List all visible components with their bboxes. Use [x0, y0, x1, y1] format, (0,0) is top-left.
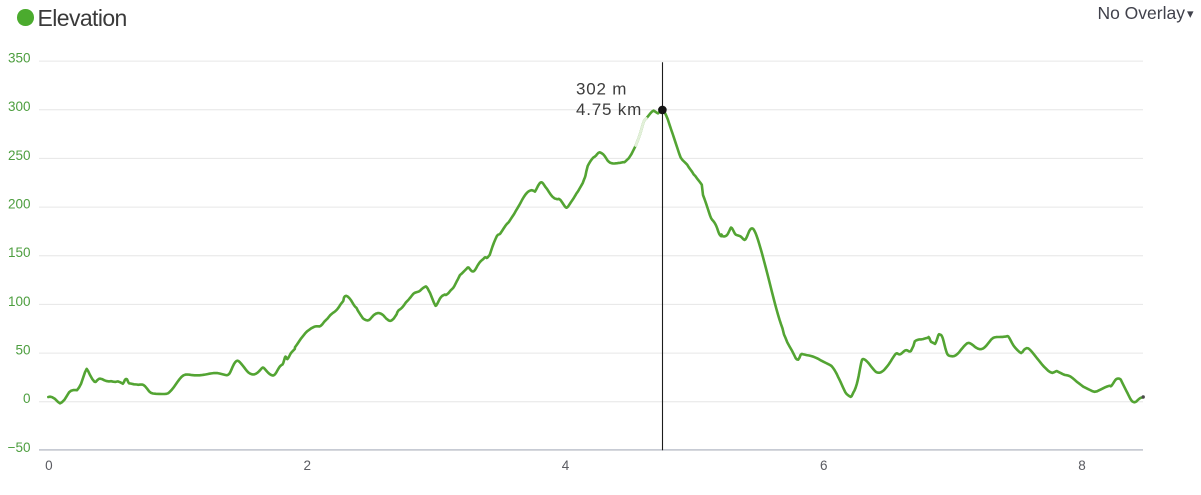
svg-text:2: 2 [303, 458, 311, 473]
svg-text:4: 4 [562, 458, 570, 473]
svg-text:0: 0 [45, 458, 53, 473]
svg-text:250: 250 [8, 148, 31, 163]
svg-text:100: 100 [8, 294, 31, 309]
svg-text:302 m: 302 m [576, 80, 627, 99]
svg-text:50: 50 [15, 343, 30, 358]
svg-text:300: 300 [8, 99, 31, 114]
svg-text:8: 8 [1078, 458, 1086, 473]
svg-text:150: 150 [8, 245, 31, 260]
svg-text:6: 6 [820, 458, 828, 473]
svg-text:350: 350 [8, 51, 31, 66]
svg-text:−50: −50 [8, 440, 31, 455]
svg-text:4.75 km: 4.75 km [576, 100, 642, 119]
svg-text:0: 0 [23, 391, 31, 406]
svg-text:200: 200 [8, 197, 31, 212]
